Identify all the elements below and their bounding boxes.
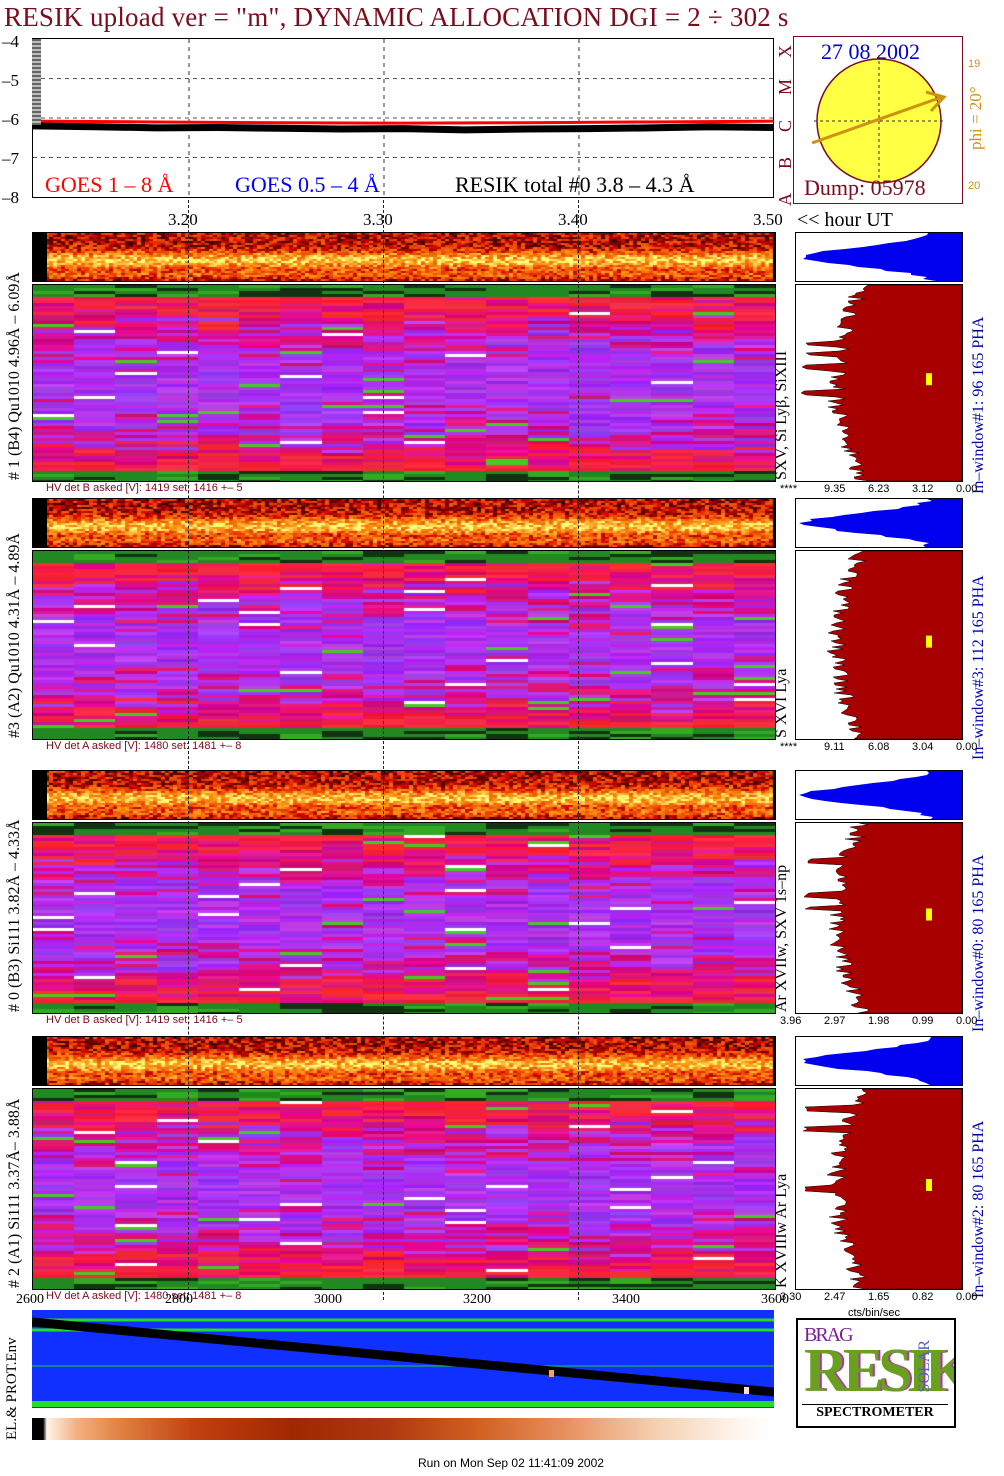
phi-bottom: 20: [968, 180, 981, 192]
sun-panel: 27 08 2002 Dump: 05978: [793, 36, 963, 204]
channel-label: #3 (A2) Qu1010 4.31Å – 4.89Å: [6, 533, 23, 738]
channel-spectrogram: [32, 550, 776, 740]
bottom-axis-tick: 3600: [761, 1292, 789, 1307]
histogram-tick: 0.00: [956, 483, 978, 495]
goes-series-line: [33, 122, 773, 134]
sun-disk: [811, 55, 947, 187]
histogram-tick: 0.00: [956, 741, 978, 753]
channel-label: # 0 (B3) Si111 3.82Å – 4.33Å: [6, 819, 23, 1012]
time-gridline: [383, 200, 384, 1300]
time-tick: 3.50: [753, 210, 783, 229]
histogram-tick: 9.35: [824, 483, 846, 495]
goes-chart: [33, 39, 773, 197]
logo-letters: RESIK: [804, 1337, 956, 1405]
legend-goes-short: GOES 0.5 – 4 Å: [235, 172, 380, 197]
goes-plot: [32, 38, 774, 198]
histogram-tick: ****: [780, 483, 798, 495]
bottom-axis-tick: 3000: [314, 1292, 342, 1307]
spectral-lines-label: Ar XVIIw, SXV 1s–np: [773, 864, 790, 1012]
page-title: RESIK upload ver = "m", DYNAMIC ALLOCATI…: [4, 2, 789, 32]
histogram-tick: 2.47: [824, 1291, 846, 1303]
in-window-label: In–window#0: 80 165 PHA: [970, 854, 987, 1032]
histogram-tick: 0.99: [912, 1015, 934, 1027]
hv-readout: HV det A asked [V]: 1480 set: 1481 +– 8: [46, 740, 242, 752]
in-window-label: In–window#1: 96 165 PHA: [970, 316, 987, 494]
time-tick: 3.20: [168, 210, 198, 229]
time-tick: 3.30: [363, 210, 393, 229]
pha-panel: [795, 232, 963, 282]
histogram-tick: 0.82: [912, 1291, 934, 1303]
histogram-tick: 3.12: [912, 483, 934, 495]
resik-logo: BRAG RESIK SOLAR SPECTROMETER: [796, 1318, 956, 1428]
counts-histogram: [795, 822, 963, 1014]
hv-readout: HV det B asked [V]: 1419 set: 1416 +– 5: [46, 1014, 243, 1026]
channel-heatstrip: [32, 770, 776, 820]
bottom-axis-tick: 3400: [612, 1292, 640, 1307]
spectral-lines-label: K XVIIIw Ar Lya: [773, 1173, 790, 1288]
time-gridline: [578, 200, 579, 1300]
channel-heatstrip: [32, 1036, 776, 1086]
phi-label: phi = 20°: [966, 86, 985, 150]
footer: Run on Mon Sep 02 11:41:09 2002: [418, 1456, 604, 1470]
histogram-tick: 1.98: [868, 1015, 890, 1027]
channel-spectrogram: [32, 284, 776, 482]
goes-ytick: –6: [2, 110, 19, 129]
units-label: cts/bin/sec: [848, 1307, 900, 1319]
goes-ytick: –5: [2, 71, 19, 90]
legend-resik-total: RESIK total #0 3.8 – 4.3 Å: [455, 172, 695, 197]
spectral-lines-label: SXV, Si Lyβ, SiXIII: [773, 350, 790, 480]
histogram-tick: 0.00: [956, 1015, 978, 1027]
channel-spectrogram: [32, 822, 776, 1014]
histogram-tick: 9.11: [824, 741, 845, 753]
channel-label: # 1 (B4) Qu1010 4.96Å – 6.09Å: [6, 272, 23, 480]
channel-spectrogram: [32, 1088, 776, 1290]
histogram-tick: 0.00: [956, 1291, 978, 1303]
bottom-axis-tick: 2600: [16, 1292, 44, 1307]
histogram-tick: 1.65: [868, 1291, 890, 1303]
channel-heatstrip: [32, 498, 776, 548]
goes-scale-bar: [32, 39, 41, 125]
hv-readout: HV det B asked [V]: 1419 set: 1416 +– 5: [46, 482, 243, 494]
phi-top: 19: [968, 58, 981, 70]
histogram-tick: 3.04: [912, 741, 934, 753]
time-tick: 3.40: [558, 210, 588, 229]
bottom-axis-tick: 3200: [463, 1292, 491, 1307]
pha-panel: [795, 1036, 963, 1086]
bottom-axis-tick: 2800: [165, 1292, 193, 1307]
time-gridline: [188, 200, 189, 1300]
histogram-tick: 2.97: [824, 1015, 846, 1027]
channel-label: # 2 (A1) Si111 3.37Å– 3.88Å: [6, 1098, 23, 1288]
dump-label: Dump: 05978: [804, 175, 926, 200]
spectral-lines-label: S XVI Lya: [773, 668, 790, 738]
histogram-tick: 6.23: [868, 483, 890, 495]
histogram-tick: ****: [780, 741, 798, 753]
counts-histogram: [795, 1088, 963, 1290]
logo-side-top: BRAG: [804, 1324, 854, 1346]
histogram-tick: 3.96: [780, 1015, 802, 1027]
counts-histogram: [795, 550, 963, 740]
goes-ytick: –8: [2, 188, 19, 207]
pha-panel: [795, 498, 963, 548]
goes-ytick: –7: [2, 149, 19, 168]
goes-series-line: [33, 119, 773, 125]
channel-heatstrip: [32, 232, 776, 282]
hv-readout: HV det A asked [V]: 1480 set: 1481 +– 8: [46, 1290, 242, 1302]
env-label: EL.& PROT.Env: [4, 1337, 20, 1440]
histogram-tick: 6.08: [868, 741, 890, 753]
goes-ytick: –4: [2, 32, 19, 51]
counts-histogram: [795, 284, 963, 482]
in-window-label: In–window#3: 112 165 PHA: [970, 575, 987, 760]
env-panel: [32, 1310, 774, 1408]
time-axis-unit: << hour UT: [797, 209, 893, 231]
pha-panel: [795, 770, 963, 820]
histogram-tick: 3.30: [780, 1291, 802, 1303]
logo-side-right: SOLAR: [916, 1340, 933, 1393]
logo-caption: SPECTROMETER: [802, 1404, 948, 1421]
in-window-label: In–window#2: 80 165 PHA: [970, 1120, 987, 1298]
env-colorbar: [32, 1418, 774, 1440]
legend-goes-long: GOES 1 – 8 Å: [45, 172, 174, 197]
